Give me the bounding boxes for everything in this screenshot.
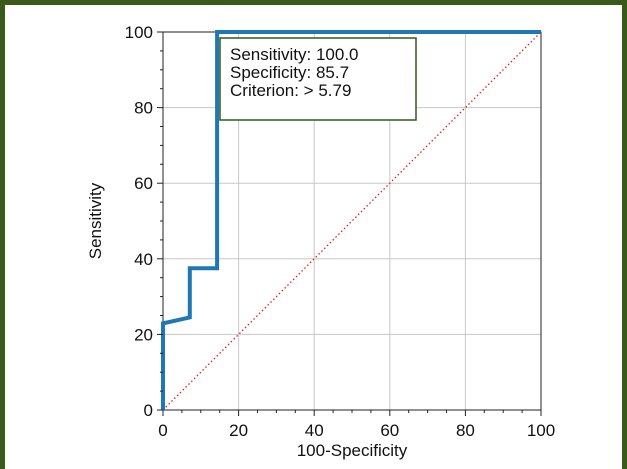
annotation-line-2: Criterion: > 5.79: [230, 81, 351, 100]
y-tick-label-3: 60: [134, 174, 153, 193]
x-tick-label-3: 60: [380, 421, 399, 440]
x-tick-label-0: 0: [158, 421, 167, 440]
x-tick-label-1: 20: [229, 421, 248, 440]
axis-ticks: 0 20 40 60 80 100 0 20 40 60 80 100: [125, 23, 556, 440]
x-axis-title: 100-Specificity: [297, 441, 408, 460]
annotation-box-frame: [219, 37, 417, 121]
y-axis-title: Sensitivity: [86, 182, 105, 259]
x-tick-label-2: 40: [305, 421, 324, 440]
roc-curve-line: [161, 30, 541, 410]
annotation-line-0: Sensitivity: 100.0: [230, 45, 359, 64]
y-tick-label-5: 100: [125, 23, 153, 42]
x-tick-label-4: 80: [456, 421, 475, 440]
diagonal-reference-line: [162, 31, 542, 411]
y-tick-label-2: 40: [134, 250, 153, 269]
annotation-line-1: Specificity: 85.7: [230, 63, 349, 82]
y-tick-label-1: 20: [134, 325, 153, 344]
y-tick-label-0: 0: [144, 401, 153, 420]
y-tick-label-4: 80: [134, 99, 153, 118]
roc-curve: [161, 30, 541, 410]
diagonal-line: [162, 31, 542, 411]
x-tick-label-5: 100: [527, 421, 555, 440]
